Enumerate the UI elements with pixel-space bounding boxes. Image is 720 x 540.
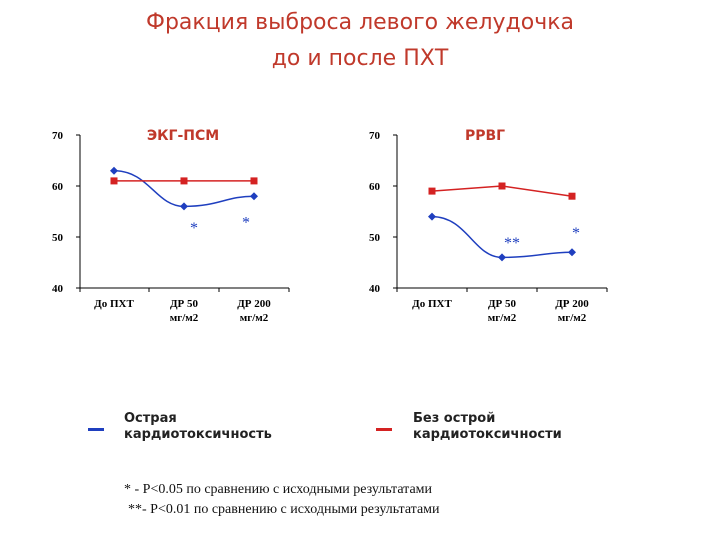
data-point: [568, 248, 576, 257]
footnote-line2: **- P<0.01 по сравнению с исходными резу…: [128, 502, 440, 517]
x-tick-label: мг/м2: [240, 312, 269, 324]
x-tick-label: ДР 200: [237, 298, 271, 310]
data-point: [428, 212, 436, 221]
legend-blue-line1: Острая: [124, 411, 177, 426]
legend-red-line2: кардиотоксичности: [413, 427, 562, 442]
series-line: [113, 169, 255, 208]
data-point: [498, 182, 506, 190]
data-point: [250, 192, 258, 201]
data-point: [568, 192, 576, 200]
y-tick-label: 60: [52, 181, 64, 193]
x-tick-label: мг/м2: [488, 312, 517, 324]
significance-marker: *: [190, 220, 198, 237]
chart-panel-2: РРВГ 40 50 60 70 До ПХТ ДР 50 мг/м2 ДР 200 мг/м2 *…: [369, 128, 608, 324]
x-tick-label: мг/м2: [170, 312, 199, 324]
chart-panel-1: ЭКГ-ПСМ 40 50 60 70 До ПХТ ДР 50 мг/м2 ДР 200 мг/…: [52, 128, 290, 324]
significance-marker: **: [504, 235, 520, 252]
chart-title-line1: Фракция выброса левого желудочка: [146, 10, 574, 35]
y-tick-label: 50: [369, 232, 381, 244]
series-line: [431, 215, 573, 259]
data-point: [180, 202, 188, 211]
legend-blue-line2: кардиотоксичность: [124, 427, 272, 442]
data-point: [250, 177, 258, 185]
x-tick-label: ДР 200: [555, 298, 589, 310]
panel-title: РРВГ: [465, 128, 505, 144]
y-tick-label: 70: [52, 130, 64, 142]
x-tick-label: мг/м2: [558, 312, 587, 324]
y-tick-label: 50: [52, 232, 64, 244]
legend-swatch-blue: [88, 428, 104, 431]
x-tick-label: До ПХТ: [412, 298, 452, 310]
data-point: [110, 177, 118, 185]
y-tick-label: 70: [369, 130, 381, 142]
x-tick-label: ДР 50: [170, 298, 199, 310]
y-tick-label: 40: [52, 283, 64, 295]
significance-marker: *: [572, 225, 580, 242]
x-tick-label: До ПХТ: [94, 298, 134, 310]
data-point: [180, 177, 188, 185]
legend-label-blue: Острая кардиотоксичность: [124, 411, 272, 443]
legend-label-red: Без острой кардиотоксичности: [413, 411, 562, 443]
significance-marker: *: [242, 215, 250, 232]
data-point: [498, 253, 506, 262]
data-point: [110, 166, 118, 175]
x-tick-label: ДР 50: [488, 298, 517, 310]
chart-title-line2: до и после ПХТ: [271, 46, 449, 71]
legend-swatch-red: [376, 428, 392, 431]
footnote-line1: * - P<0.05 по сравнению с исходными резу…: [124, 482, 433, 497]
panel-title: ЭКГ-ПСМ: [147, 128, 219, 144]
y-tick-label: 60: [369, 181, 381, 193]
data-point: [428, 187, 436, 195]
y-tick-label: 40: [369, 283, 381, 295]
legend-red-line1: Без острой: [413, 411, 496, 426]
